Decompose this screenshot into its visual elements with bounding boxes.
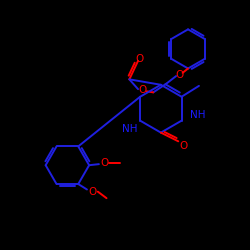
Text: O: O bbox=[180, 141, 188, 151]
Text: O: O bbox=[88, 187, 96, 197]
Text: O: O bbox=[135, 54, 143, 64]
Text: O: O bbox=[100, 158, 108, 168]
Text: NH: NH bbox=[122, 124, 137, 134]
Text: O: O bbox=[138, 85, 146, 95]
Text: NH: NH bbox=[190, 110, 206, 120]
Text: O: O bbox=[175, 70, 184, 80]
